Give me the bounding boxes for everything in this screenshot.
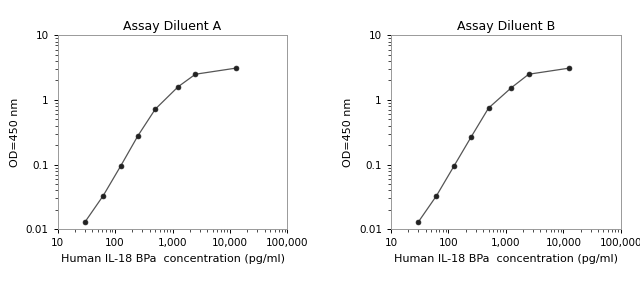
X-axis label: Human IL-18 BPa  concentration (pg/ml): Human IL-18 BPa concentration (pg/ml) <box>394 254 618 264</box>
Y-axis label: OD=450 nm: OD=450 nm <box>343 98 353 167</box>
Title: Assay Diluent B: Assay Diluent B <box>457 20 555 33</box>
Title: Assay Diluent A: Assay Diluent A <box>124 20 221 33</box>
Y-axis label: OD=450 nm: OD=450 nm <box>10 98 20 167</box>
X-axis label: Human IL-18 BPa  concentration (pg/ml): Human IL-18 BPa concentration (pg/ml) <box>61 254 285 264</box>
